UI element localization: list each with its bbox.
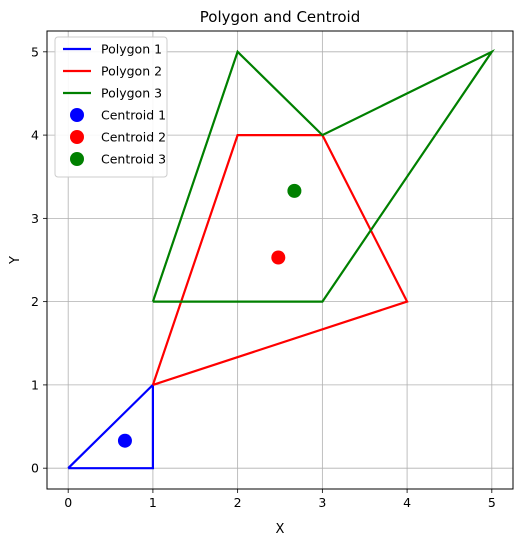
y-tick-label: 1 xyxy=(31,377,39,392)
legend-polygon-3-label: Polygon 3 xyxy=(101,86,162,101)
y-axis-label: Y xyxy=(8,256,23,265)
plot-area xyxy=(67,48,496,470)
chart-title: Polygon and Centroid xyxy=(200,8,361,26)
polygon-1-line xyxy=(67,382,154,470)
ticks: 0 1 2 3 4 5 0 1 2 3 4 5 xyxy=(31,44,496,510)
centroid-3-point xyxy=(287,183,302,198)
legend-polygon-2-label: Polygon 2 xyxy=(101,64,162,79)
legend-centroid-3-marker xyxy=(70,152,84,166)
legend-centroid-3-label: Centroid 3 xyxy=(101,152,166,167)
legend-centroid-2-label: Centroid 2 xyxy=(101,130,166,145)
x-tick-label: 5 xyxy=(488,495,496,510)
x-tick-label: 2 xyxy=(234,495,242,510)
legend-centroid-1-marker xyxy=(70,108,84,122)
x-tick-label: 3 xyxy=(318,495,326,510)
y-tick-label: 4 xyxy=(31,128,39,143)
y-tick-label: 0 xyxy=(31,461,39,476)
axes-frame xyxy=(46,30,514,490)
x-tick-label: 4 xyxy=(403,495,411,510)
legend-polygon-1-label: Polygon 1 xyxy=(101,42,162,57)
centroid-2-point xyxy=(271,250,286,265)
y-tick-label: 3 xyxy=(31,211,39,226)
x-tick-label: 0 xyxy=(64,495,72,510)
y-tick-label: 2 xyxy=(31,294,39,309)
x-axis-label: X xyxy=(276,522,285,537)
y-tick-label: 5 xyxy=(31,44,39,59)
x-tick-label: 1 xyxy=(149,495,157,510)
polygon-3-line xyxy=(151,48,496,303)
centroid-1-point xyxy=(117,433,132,448)
legend-centroid-1-label: Centroid 1 xyxy=(101,108,166,123)
legend-centroid-2-marker xyxy=(70,130,84,144)
legend: Polygon 1 Polygon 2 Polygon 3 Centroid 1 Cen… xyxy=(54,36,168,178)
